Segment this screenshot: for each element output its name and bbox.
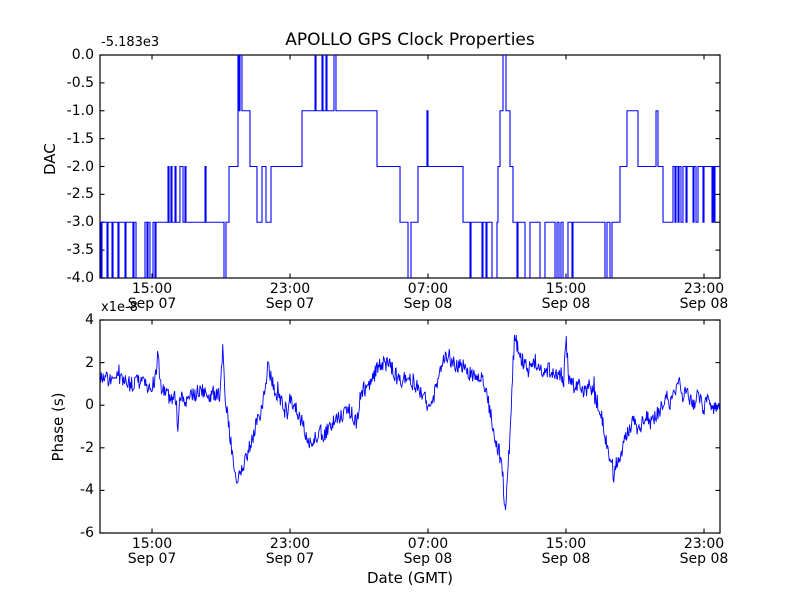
dac-ytick-label: -3.5 <box>66 242 94 259</box>
phase-ytick-label: -2 <box>80 439 94 456</box>
phase-xtick-date-label: Sep 08 <box>541 551 591 567</box>
dac-xtick-date-label: Sep 08 <box>679 296 729 312</box>
dac-xtick-date-label: Sep 07 <box>127 296 177 312</box>
phase-ytick-label: 2 <box>85 354 94 371</box>
phase-xtick-time-label: 23:00 <box>683 536 725 552</box>
dac-xtick-time-label: 15:00 <box>131 281 173 297</box>
dac-xtick-time-label: 23:00 <box>683 281 725 297</box>
phase-xtick-date-label: Sep 07 <box>265 551 315 567</box>
dac-xtick-time-label: 15:00 <box>545 281 587 297</box>
dac-xtick-date-label: Sep 08 <box>403 296 453 312</box>
dac-xtick-time-label: 07:00 <box>407 281 449 297</box>
dac-ytick-label: -1.0 <box>66 102 94 119</box>
dac-xtick-date-label: Sep 08 <box>541 296 591 312</box>
dac-ytick-label: -2.0 <box>66 158 94 175</box>
phase-xtick-time-label: 15:00 <box>545 536 587 552</box>
phase-axes <box>99 319 721 534</box>
phase-xtick-time-label: 15:00 <box>131 536 173 552</box>
phase-xtick-date-label: Sep 08 <box>403 551 453 567</box>
dac-xtick-date-label: Sep 07 <box>265 296 315 312</box>
phase-xtick-time-label: 07:00 <box>407 536 449 552</box>
dac-ytick-label: -1.5 <box>66 130 94 147</box>
dac-ytick-label: -2.5 <box>66 186 94 203</box>
phase-xtick-time-label: 23:00 <box>269 536 311 552</box>
x-axis-label: Date (GMT) <box>366 569 454 587</box>
y-axis-multiplier-label: x1e-8 <box>101 300 138 315</box>
dac-step-line <box>100 55 720 278</box>
phase-line <box>100 334 720 511</box>
dac-ytick-label: 0.0 <box>71 47 94 63</box>
chart-title: APOLLO GPS Clock Properties <box>285 30 535 50</box>
phase-ytick-label: 0 <box>85 397 94 414</box>
phase-ytick-label: 4 <box>85 312 94 328</box>
phase-xtick-date-label: Sep 08 <box>679 551 729 567</box>
phase-ytick-label: -6 <box>80 525 94 541</box>
dac-ytick-label: -3.0 <box>66 214 94 231</box>
phase-xtick-date-label: Sep 07 <box>127 551 177 567</box>
dac-ytick-label: -0.5 <box>66 74 94 91</box>
phase-ytick-label: -4 <box>80 482 94 499</box>
dac-xtick-time-label: 23:00 <box>269 281 311 297</box>
y-axis-offset-label: -5.183e3 <box>101 35 160 50</box>
dac-ytick-label: -4.0 <box>66 270 94 286</box>
